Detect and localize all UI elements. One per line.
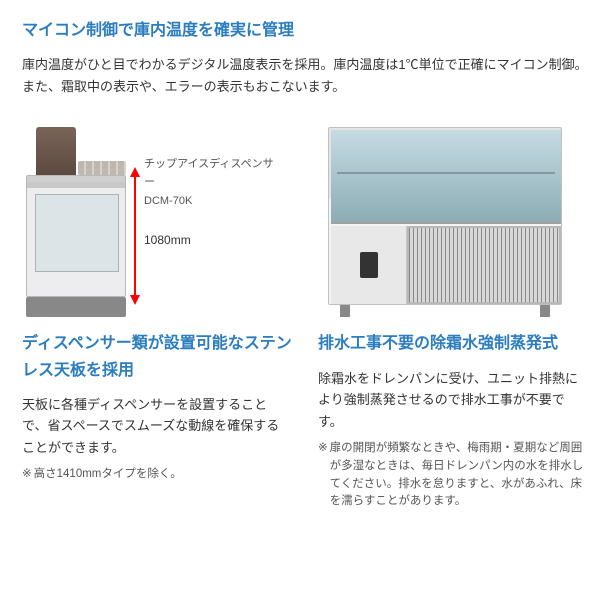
evaporator-vent-grille: [407, 226, 561, 304]
note-marker-right: ※: [318, 440, 328, 511]
foot-left: [340, 305, 350, 317]
body-dispenser: 天板に各種ディスペンサーを設置することで、省スペースでスムーズな動線を確保するこ…: [22, 394, 292, 458]
column-right: 排水工事不要の除霜水強制蒸発式 除霜水をドレンパンに受け、ユニット排熱により強制…: [318, 127, 588, 511]
image-evaporator-container: [318, 127, 588, 317]
note-text-left: 高さ1410mmタイプを除く。: [34, 466, 182, 484]
dispenser-cabinet: [26, 175, 126, 297]
arrow-down-icon: [130, 295, 140, 305]
evaporator-illustration: [318, 127, 578, 317]
dispenser-label-line2: DCM-70K: [144, 192, 284, 210]
note-marker-left: ※: [22, 466, 32, 484]
body-evaporator: 除霜水をドレンパンに受け、ユニット排熱により強制蒸発させるので排水工事が不要です…: [318, 368, 588, 432]
dispenser-cups: [78, 161, 126, 175]
image-dispenser-container: チップアイスディスペンサー DCM-70K 1080mm: [22, 127, 292, 317]
arrow-up-icon: [130, 167, 140, 177]
dispenser-top-unit: [36, 127, 76, 175]
evaporator-shelf: [337, 172, 555, 174]
section-microcomputer: マイコン制御で庫内温度を確実に管理 庫内温度がひと目でわかるデジタル温度表示を採…: [22, 18, 588, 97]
evaporator-control-panel: [331, 226, 407, 304]
note-text-right: 扉の開閉が頻繁なときや、梅雨期・夏期など周囲が多湿なときは、毎日ドレンパン内の水…: [330, 440, 588, 511]
dispenser-label-line1: チップアイスディスペンサー: [144, 155, 284, 191]
body-microcomputer: 庫内温度がひと目でわかるデジタル温度表示を採用。庫内温度は1℃単位で正確にマイコ…: [22, 54, 588, 97]
two-column-row: チップアイスディスペンサー DCM-70K 1080mm ディスペンサー類が設置…: [22, 127, 588, 511]
evaporator-cabinet: [328, 127, 562, 305]
dispenser-label-block: チップアイスディスペンサー DCM-70K: [144, 155, 284, 209]
evaporator-lower-panel: [331, 226, 561, 304]
evaporator-control-display: [360, 252, 378, 278]
height-value-label: 1080mm: [144, 231, 191, 251]
height-arrow: [134, 175, 136, 297]
dispenser-glass-door: [35, 194, 119, 272]
heading-dispenser: ディスペンサー類が設置可能なステンレス天板を採用: [22, 331, 292, 384]
note-evaporator: ※ 扉の開閉が頻繁なときや、梅雨期・夏期など周囲が多湿なときは、毎日ドレンパン内…: [318, 440, 588, 511]
foot-right: [540, 305, 550, 317]
note-dispenser: ※ 高さ1410mmタイプを除く。: [22, 466, 292, 484]
heading-evaporator: 排水工事不要の除霜水強制蒸発式: [318, 331, 588, 357]
dispenser-illustration: チップアイスディスペンサー DCM-70K 1080mm: [22, 127, 182, 317]
dispenser-base: [26, 297, 126, 317]
column-left: チップアイスディスペンサー DCM-70K 1080mm ディスペンサー類が設置…: [22, 127, 292, 511]
evaporator-feet: [328, 305, 562, 317]
heading-microcomputer: マイコン制御で庫内温度を確実に管理: [22, 18, 588, 44]
evaporator-upper-glass: [331, 130, 561, 224]
